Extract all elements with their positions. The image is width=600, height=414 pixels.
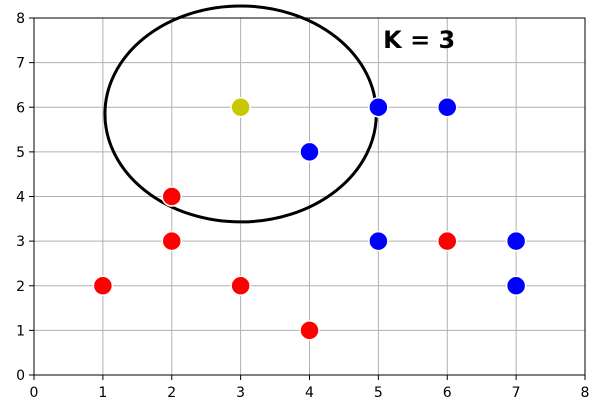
x-tick-label: 2 — [167, 385, 176, 401]
x-tick-label: 8 — [581, 385, 590, 401]
x-tick-label: 1 — [98, 385, 107, 401]
data-point — [161, 230, 182, 252]
data-point — [505, 230, 527, 252]
data-point — [505, 275, 527, 296]
axis-ticks — [29, 17, 586, 380]
data-point — [230, 275, 251, 296]
data-point — [437, 230, 458, 252]
x-tick-label: 5 — [374, 385, 383, 401]
data-point — [368, 97, 389, 118]
y-tick-label: 3 — [16, 234, 25, 250]
x-tick-label: 6 — [443, 385, 452, 401]
data-point — [437, 97, 458, 118]
data-point — [230, 97, 251, 118]
x-tick-label: 4 — [305, 385, 314, 401]
x-tick-label: 3 — [236, 385, 245, 401]
data-point — [299, 320, 320, 341]
x-tick-label: 0 — [30, 385, 39, 401]
x-tick-label: 7 — [512, 385, 521, 401]
data-point — [161, 186, 182, 207]
y-tick-label: 7 — [16, 56, 25, 72]
y-tick-label: 4 — [16, 190, 25, 206]
y-tick-labels: 0 1 2 3 4 5 6 7 8 — [16, 11, 25, 384]
data-point — [299, 141, 320, 163]
x-tick-labels: 0 1 2 3 4 5 6 7 8 — [30, 385, 590, 401]
y-tick-label: 6 — [16, 100, 25, 116]
data-points — [92, 97, 527, 341]
y-tick-label: 2 — [16, 279, 25, 295]
y-tick-label: 1 — [16, 323, 25, 339]
plot-frame — [33, 17, 586, 376]
data-point — [92, 275, 114, 296]
y-tick-label: 0 — [16, 368, 25, 384]
y-tick-label: 5 — [16, 145, 25, 161]
data-point — [368, 230, 389, 252]
k-annotation: K = 3 — [383, 26, 455, 54]
y-tick-label: 8 — [16, 11, 25, 27]
